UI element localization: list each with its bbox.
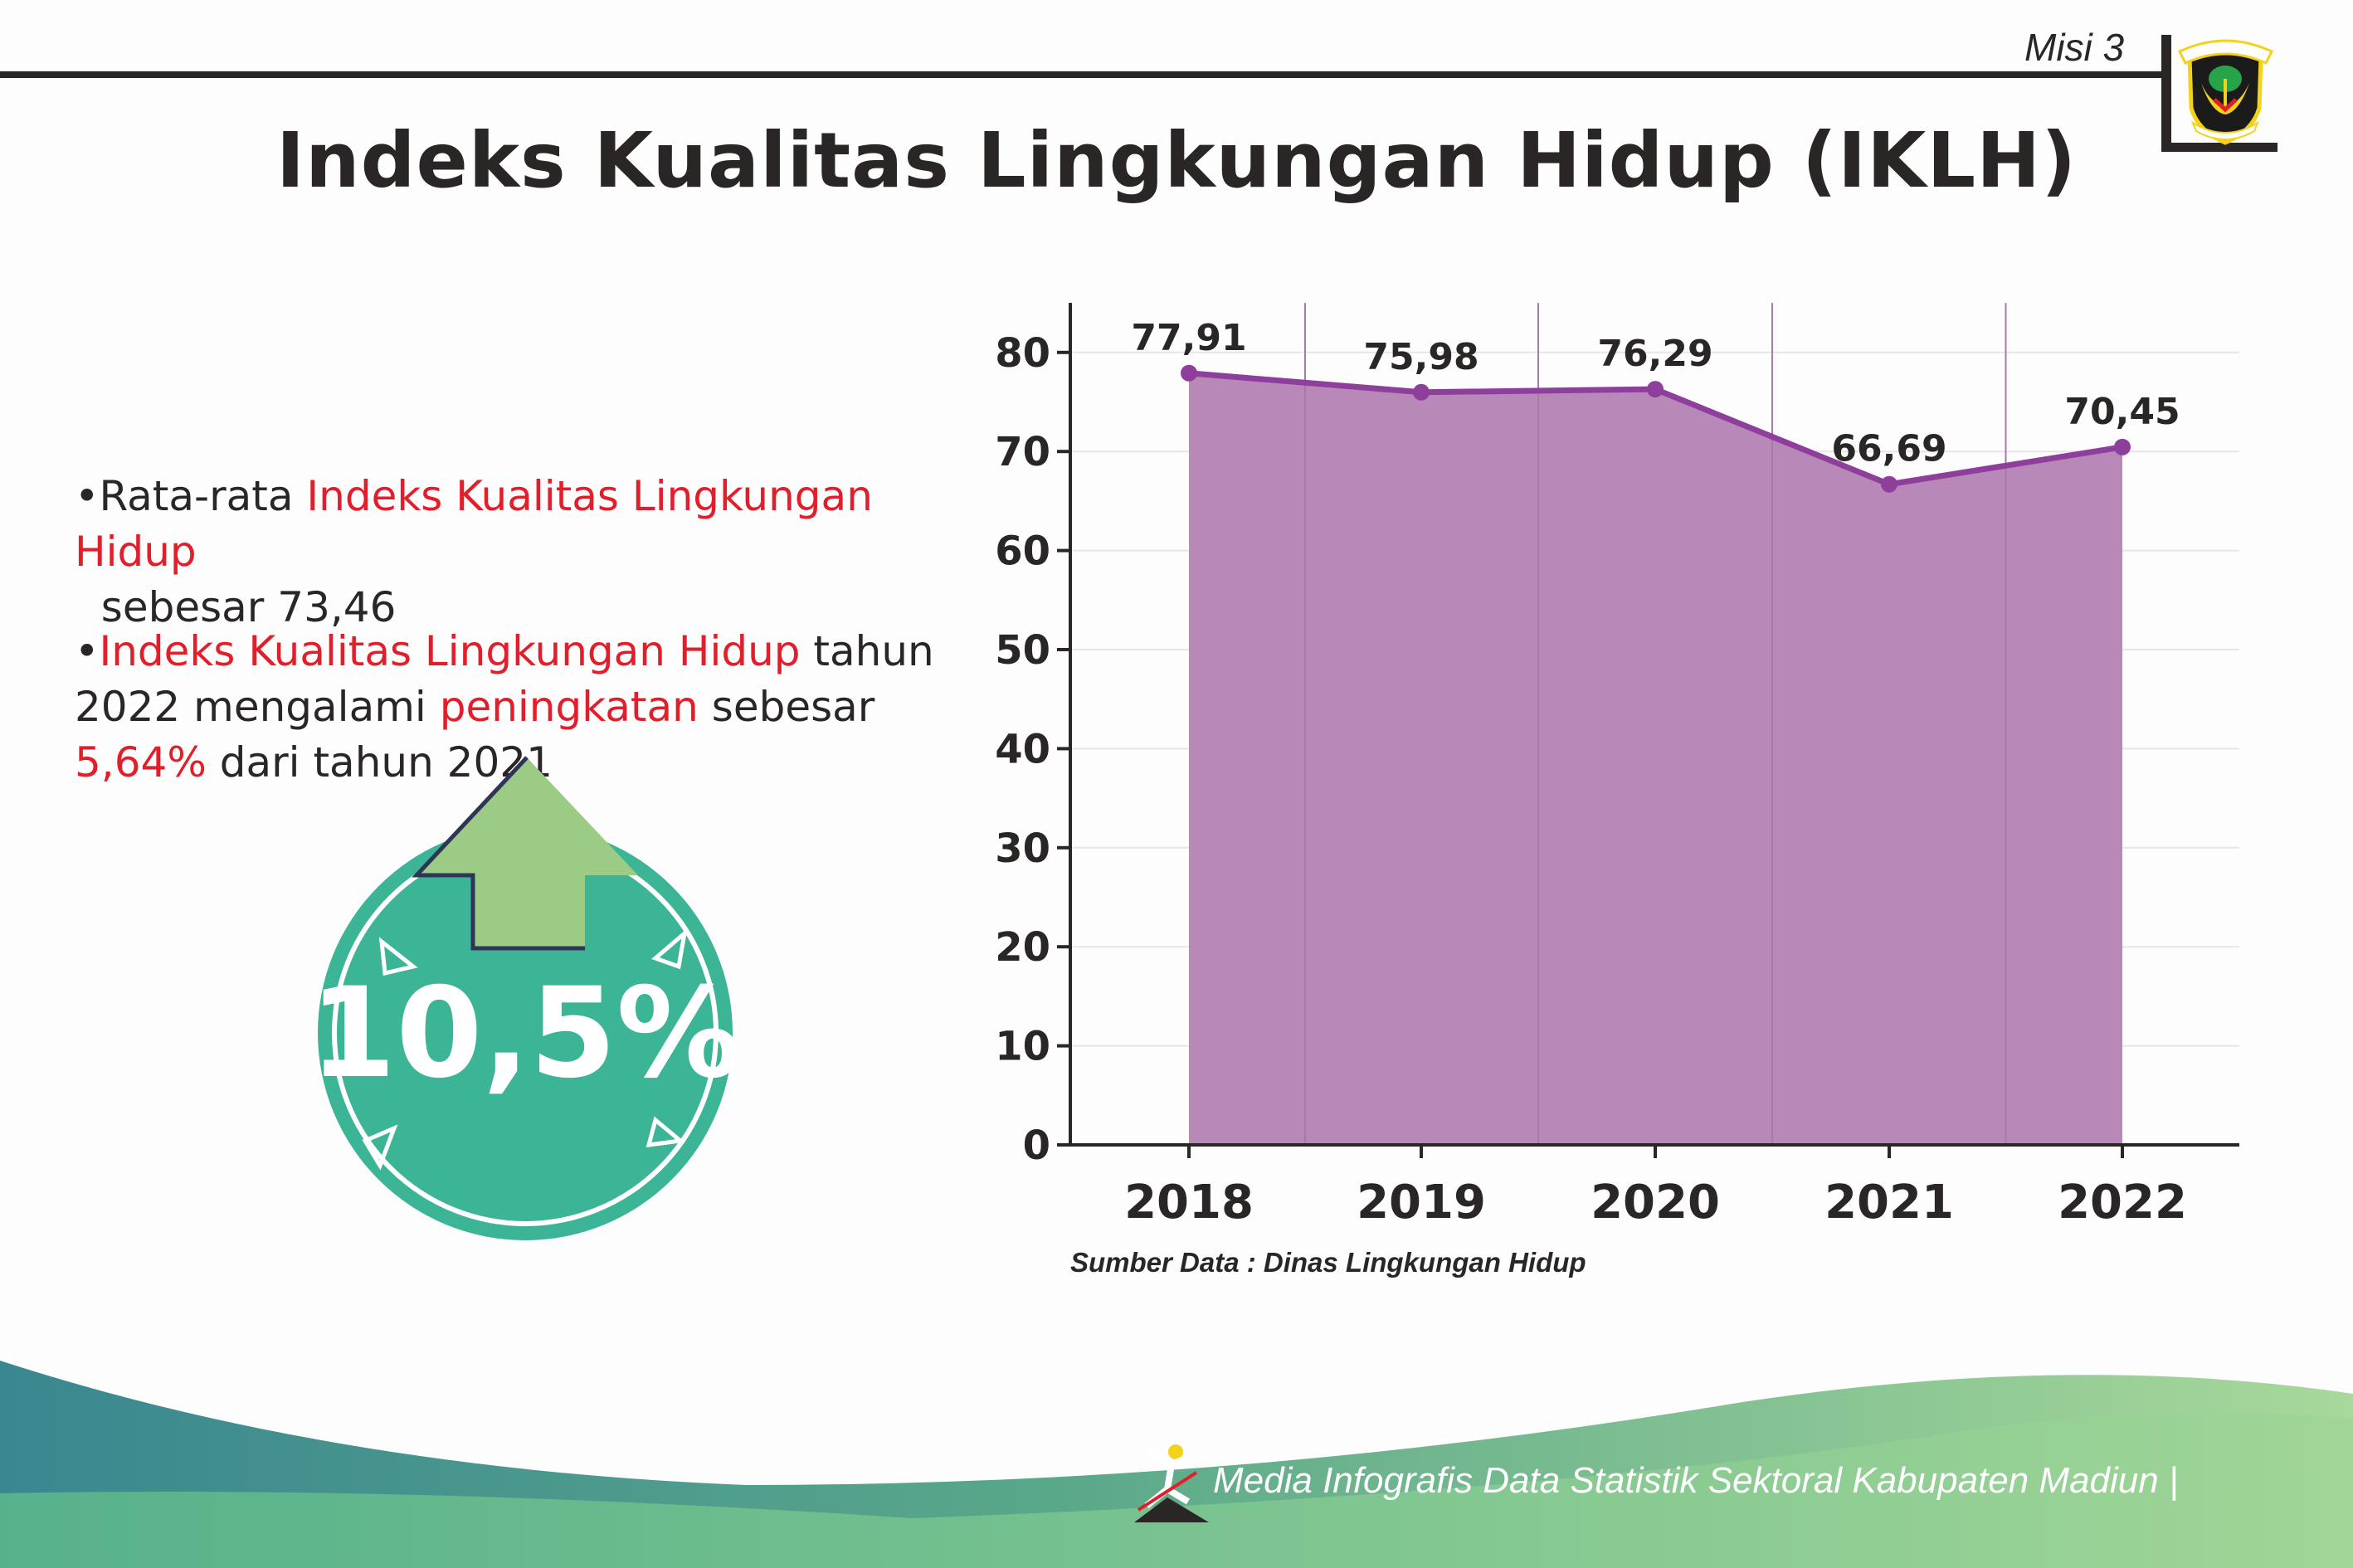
- bullet-text: dari tahun 2021: [206, 738, 553, 786]
- data-source: Sumber Data : Dinas Lingkungan Hidup: [1070, 1247, 1586, 1278]
- bullet-text: tahun 2022 mengalami: [75, 627, 934, 731]
- mission-label: Misi 3: [2024, 26, 2125, 69]
- x-tick-label: 2021: [1824, 1176, 1954, 1230]
- increase-badge: 10,5%: [315, 756, 741, 1240]
- data-label: 77,91: [1131, 317, 1246, 359]
- badge-circle: [318, 825, 733, 1240]
- bullet-text: Rata-rata: [99, 472, 307, 520]
- header-bracket-base: [2161, 143, 2277, 152]
- y-tick-label: 80: [995, 330, 1050, 377]
- data-point: [1413, 383, 1430, 401]
- y-tick-label: 20: [995, 924, 1050, 971]
- bullet-average: •Rata-rata Indeks Kualitas Lingkungan Hi…: [75, 472, 873, 631]
- y-tick-label: 60: [995, 528, 1050, 575]
- bullet-increase: •Indeks Kualitas Lingkungan Hidup tahun …: [75, 627, 934, 786]
- x-tick-label: 2022: [2058, 1176, 2187, 1230]
- y-tick-label: 70: [995, 429, 1050, 475]
- sparkle-icons: [362, 928, 688, 1171]
- page-title: Indeks Kualitas Lingkungan Hidup (IKLH): [275, 116, 2078, 205]
- area-fill: [1189, 373, 2122, 1145]
- bullet-highlight: peningkatan: [439, 683, 699, 731]
- bullet-text: sebesar: [698, 683, 875, 731]
- y-tick-label: 10: [995, 1024, 1050, 1070]
- data-point: [1647, 381, 1664, 398]
- header-rule: [0, 71, 2164, 78]
- data-point: [1181, 364, 1197, 382]
- y-tick-label: 50: [995, 627, 1050, 674]
- madiun-emblem-logo: [2178, 39, 2273, 145]
- data-label: 70,45: [2064, 391, 2180, 433]
- data-label: 75,98: [1363, 336, 1479, 378]
- data-label: 66,69: [1831, 428, 1946, 470]
- bullet-highlight: Indeks Kualitas Lingkungan Hidup: [99, 627, 801, 675]
- data-point: [1881, 475, 1898, 493]
- x-tick-label: 2020: [1591, 1176, 1720, 1230]
- bullet-highlight: Indeks Kualitas Lingkungan Hidup: [75, 472, 873, 576]
- bullet-highlight: 5,64%: [75, 738, 207, 786]
- data-point: [2114, 438, 2131, 455]
- x-tick-label: 2018: [1124, 1176, 1254, 1230]
- header-bracket: [2161, 35, 2171, 151]
- y-tick-label: 40: [995, 726, 1050, 772]
- footer-wave: [0, 1361, 2353, 1568]
- x-tick-label: 2019: [1357, 1176, 1486, 1230]
- badge-value: 10,5%: [315, 962, 741, 1106]
- data-label: 76,29: [1597, 333, 1712, 375]
- footer-caption: Media Infografis Data Statistik Sektoral…: [1213, 1460, 2179, 1501]
- arrow-up-icon: [417, 757, 638, 948]
- bullet-text: sebesar 73,46: [87, 583, 397, 631]
- y-tick-label: 30: [995, 825, 1050, 872]
- dancer-logo-icon: [1134, 1444, 1209, 1522]
- y-tick-label: 0: [1023, 1122, 1050, 1169]
